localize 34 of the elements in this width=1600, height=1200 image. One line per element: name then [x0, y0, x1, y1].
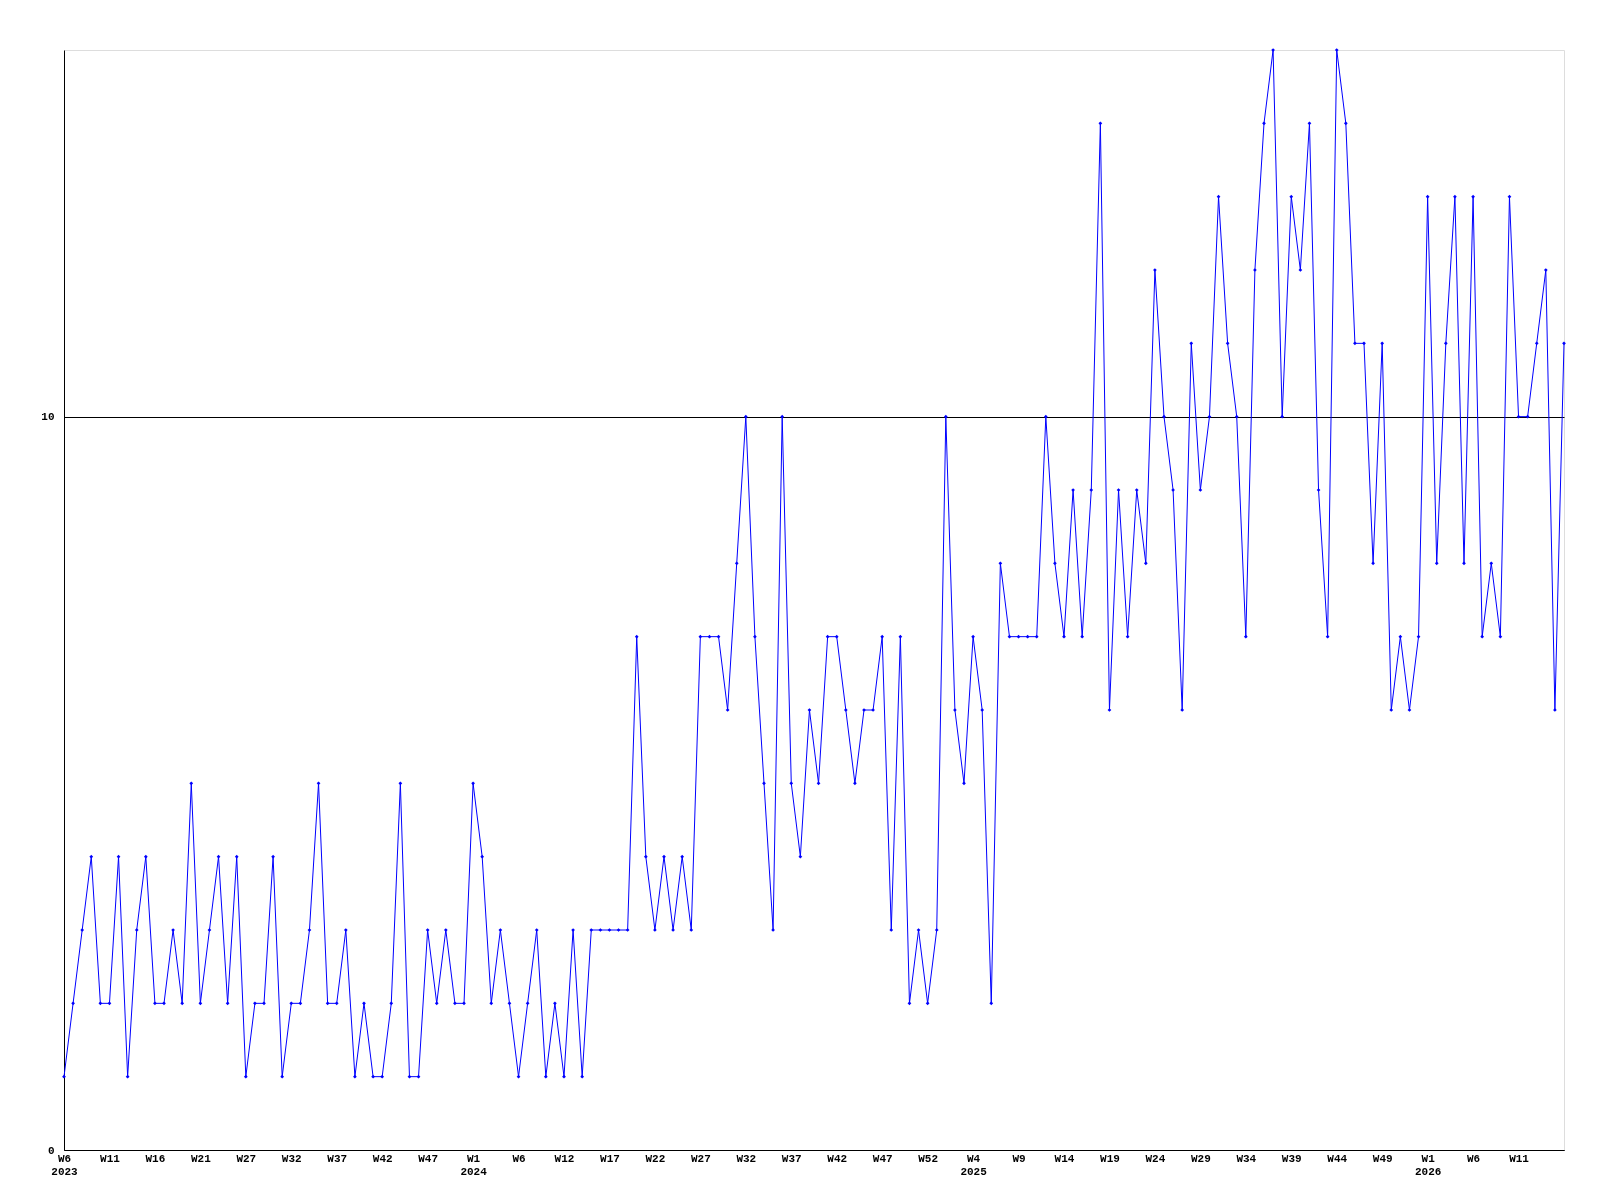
x-tick-label: W6 [512, 1152, 526, 1165]
x-tick-label: W12 [554, 1152, 575, 1165]
x-tick-label: W24 [1145, 1152, 1166, 1165]
x-tick-label: W49 [1372, 1152, 1393, 1165]
x-tick-label: W37 [781, 1152, 802, 1165]
x-tick-label: W39 [1281, 1152, 1302, 1165]
x-tick-label: W27 [236, 1152, 257, 1165]
x-tick-label: W4 2025 [960, 1152, 988, 1178]
x-tick-label: W16 [145, 1152, 166, 1165]
x-tick-label: W42 [827, 1152, 848, 1165]
y-tick-label: 10 [41, 411, 55, 424]
x-tick-label: W21 [190, 1152, 212, 1165]
x-tick-label: W34 [1236, 1152, 1257, 1165]
x-tick-label: W22 [645, 1152, 666, 1165]
x-tick-label: W47 [872, 1152, 893, 1165]
x-tick-label: W17 [600, 1152, 620, 1165]
x-tick-label: W29 [1190, 1152, 1211, 1165]
x-tick-label: W52 [918, 1152, 939, 1165]
x-tick-label: W32 [281, 1152, 302, 1165]
x-tick-label: W32 [736, 1152, 757, 1165]
x-tick-label: W1 2026 [1414, 1152, 1442, 1178]
y-tick-label: 0 [47, 1144, 55, 1157]
x-tick-label: W27 [690, 1152, 711, 1165]
x-tick-label: W37 [327, 1152, 348, 1165]
x-tick-label: W14 [1054, 1152, 1075, 1165]
x-tick-label: W1 2024 [460, 1152, 488, 1178]
x-tick-label: W11 [1509, 1152, 1530, 1165]
x-tick-label: W19 [1100, 1152, 1120, 1165]
x-tick-label: W11 [100, 1152, 121, 1165]
x-tick-label: W6 [1466, 1152, 1481, 1165]
x-tick-label: W47 [418, 1152, 439, 1165]
x-tick-label: W42 [372, 1152, 393, 1165]
x-tick-label: W44 [1327, 1152, 1348, 1165]
x-tick-label: W9 [1012, 1152, 1026, 1165]
